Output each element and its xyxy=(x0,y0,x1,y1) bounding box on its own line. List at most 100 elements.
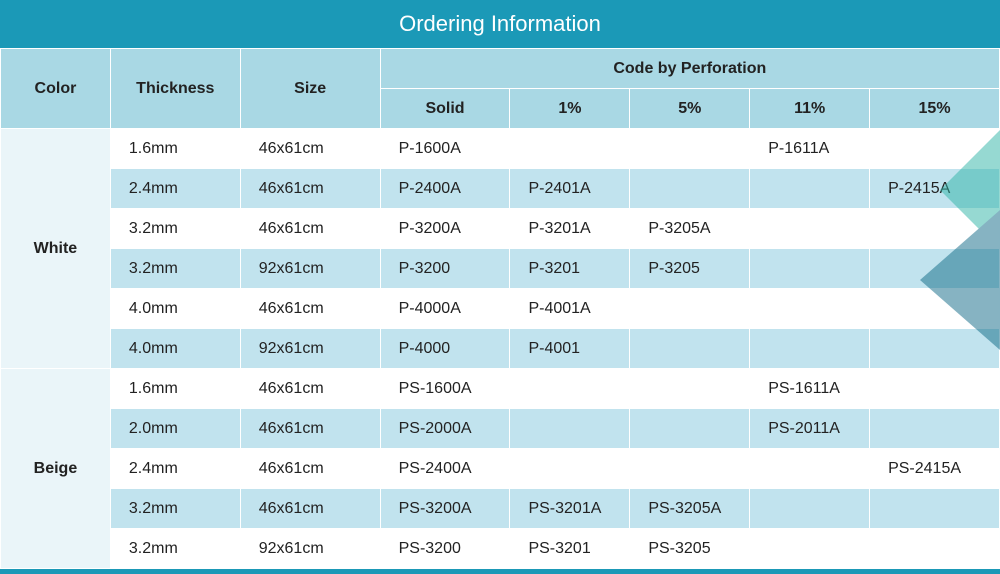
table-row: Beige1.6mm46x61cmPS-1600APS-1611A xyxy=(1,369,1000,409)
code-cell xyxy=(630,129,750,169)
table-row: 3.2mm92x61cmPS-3200PS-3201PS-3205 xyxy=(1,529,1000,569)
size-cell: 92x61cm xyxy=(240,529,380,569)
code-cell: P-1600A xyxy=(380,129,510,169)
color-cell: Beige xyxy=(1,369,111,569)
code-cell xyxy=(750,329,870,369)
thickness-cell: 2.4mm xyxy=(110,169,240,209)
code-cell: P-3200A xyxy=(380,209,510,249)
code-cell: PS-3200A xyxy=(380,489,510,529)
code-cell xyxy=(870,329,1000,369)
header-perf-1: 1% xyxy=(510,89,630,129)
code-cell xyxy=(630,409,750,449)
header-perf-2: 5% xyxy=(630,89,750,129)
header-color: Color xyxy=(1,49,111,129)
code-cell xyxy=(510,409,630,449)
code-cell: P-4000 xyxy=(380,329,510,369)
table-row: 4.0mm46x61cmP-4000AP-4001A xyxy=(1,289,1000,329)
ordering-table: Color Thickness Size Code by Perforation… xyxy=(0,48,1000,569)
code-cell: PS-3201 xyxy=(510,529,630,569)
code-cell: PS-1600A xyxy=(380,369,510,409)
table-row: 4.0mm92x61cmP-4000P-4001 xyxy=(1,329,1000,369)
thickness-cell: 3.2mm xyxy=(110,249,240,289)
code-cell xyxy=(870,129,1000,169)
code-cell xyxy=(750,529,870,569)
table-row: 3.2mm46x61cmP-3200AP-3201AP-3205A xyxy=(1,209,1000,249)
code-cell xyxy=(510,129,630,169)
table-row: 2.4mm46x61cmPS-2400A PS-2415A xyxy=(1,449,1000,489)
code-cell xyxy=(510,369,630,409)
size-cell: 46x61cm xyxy=(240,289,380,329)
code-cell: P-3200 xyxy=(380,249,510,289)
code-cell: PS-2000A xyxy=(380,409,510,449)
code-cell xyxy=(510,449,630,489)
size-cell: 46x61cm xyxy=(240,369,380,409)
table-row: 2.0mm46x61cmPS-2000A PS-2011A xyxy=(1,409,1000,449)
code-cell xyxy=(750,489,870,529)
table-row: White1.6mm46x61cmP-1600AP-1611A xyxy=(1,129,1000,169)
header-perf-group: Code by Perforation xyxy=(380,49,999,89)
header-perf-0: Solid xyxy=(380,89,510,129)
code-cell: PS-3201A xyxy=(510,489,630,529)
code-cell: P-2415A xyxy=(870,169,1000,209)
code-cell xyxy=(750,169,870,209)
code-cell xyxy=(750,449,870,489)
code-cell xyxy=(870,409,1000,449)
code-cell: PS-2415A xyxy=(870,449,1000,489)
thickness-cell: 3.2mm xyxy=(110,489,240,529)
code-cell xyxy=(750,289,870,329)
code-cell: P-2400A xyxy=(380,169,510,209)
thickness-cell: 4.0mm xyxy=(110,329,240,369)
code-cell: PS-2011A xyxy=(750,409,870,449)
code-cell xyxy=(630,169,750,209)
code-cell xyxy=(870,209,1000,249)
code-cell xyxy=(870,289,1000,329)
size-cell: 92x61cm xyxy=(240,249,380,289)
header-perf-3: 11% xyxy=(750,89,870,129)
table-body: White1.6mm46x61cmP-1600AP-1611A2.4mm46x6… xyxy=(1,129,1000,569)
table-header: Color Thickness Size Code by Perforation… xyxy=(1,49,1000,129)
code-cell xyxy=(750,249,870,289)
code-cell: P-3205A xyxy=(630,209,750,249)
code-cell: P-4001A xyxy=(510,289,630,329)
title-text: Ordering Information xyxy=(399,11,601,36)
thickness-cell: 3.2mm xyxy=(110,529,240,569)
code-cell: P-4000A xyxy=(380,289,510,329)
thickness-cell: 2.4mm xyxy=(110,449,240,489)
size-cell: 46x61cm xyxy=(240,489,380,529)
code-cell: P-4001 xyxy=(510,329,630,369)
code-cell xyxy=(870,489,1000,529)
code-cell xyxy=(870,529,1000,569)
thickness-cell: 4.0mm xyxy=(110,289,240,329)
code-cell: PS-3205A xyxy=(630,489,750,529)
color-cell: White xyxy=(1,129,111,369)
footer-bar xyxy=(0,569,1000,574)
code-cell xyxy=(750,209,870,249)
code-cell: PS-3200 xyxy=(380,529,510,569)
header-perf-4: 15% xyxy=(870,89,1000,129)
code-cell xyxy=(630,329,750,369)
size-cell: 46x61cm xyxy=(240,209,380,249)
size-cell: 46x61cm xyxy=(240,449,380,489)
header-thickness: Thickness xyxy=(110,49,240,129)
code-cell: P-2401A xyxy=(510,169,630,209)
code-cell xyxy=(630,369,750,409)
thickness-cell: 1.6mm xyxy=(110,369,240,409)
size-cell: 46x61cm xyxy=(240,129,380,169)
code-cell: PS-3205 xyxy=(630,529,750,569)
thickness-cell: 2.0mm xyxy=(110,409,240,449)
thickness-cell: 3.2mm xyxy=(110,209,240,249)
header-size: Size xyxy=(240,49,380,129)
table-row: 3.2mm92x61cmP-3200P-3201P-3205 xyxy=(1,249,1000,289)
code-cell: P-3205 xyxy=(630,249,750,289)
code-cell xyxy=(870,249,1000,289)
size-cell: 92x61cm xyxy=(240,329,380,369)
size-cell: 46x61cm xyxy=(240,409,380,449)
code-cell: PS-2400A xyxy=(380,449,510,489)
size-cell: 46x61cm xyxy=(240,169,380,209)
code-cell xyxy=(630,289,750,329)
table-row: 3.2mm46x61cmPS-3200APS-3201APS-3205A xyxy=(1,489,1000,529)
table-row: 2.4mm46x61cmP-2400AP-2401A P-2415A xyxy=(1,169,1000,209)
code-cell xyxy=(630,449,750,489)
code-cell xyxy=(870,369,1000,409)
title-bar: Ordering Information xyxy=(0,0,1000,48)
